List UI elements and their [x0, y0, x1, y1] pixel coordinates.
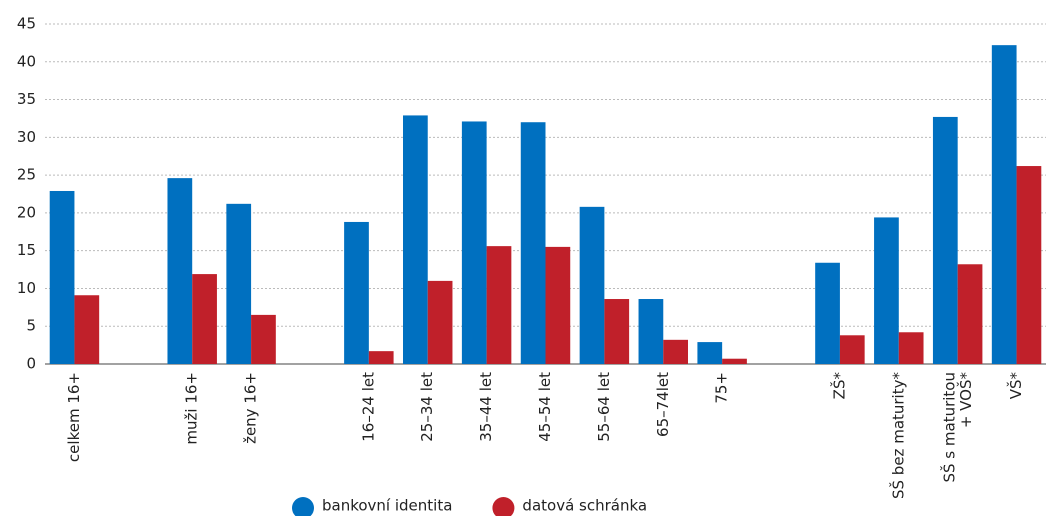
legend-label: bankovní identita [322, 497, 452, 515]
bar [49, 190, 75, 364]
bar [520, 122, 546, 364]
x-tick-label: SŠ s maturitou+ VOŠ* [939, 372, 975, 483]
x-tick-label: 55–64 let [595, 372, 613, 442]
x-tick-label: VŠ* [1006, 372, 1025, 400]
y-tick-label: 45 [17, 15, 36, 33]
y-tick-label: 30 [17, 128, 36, 146]
bar [722, 358, 747, 364]
bar [898, 332, 924, 364]
y-tick-label: 20 [17, 203, 36, 221]
bar [344, 221, 369, 364]
bar [839, 335, 865, 364]
y-tick-label: 15 [17, 241, 36, 259]
bar [957, 264, 983, 364]
bar [192, 274, 217, 364]
bar [604, 299, 630, 364]
legend-swatch [292, 497, 314, 516]
bar [663, 339, 688, 364]
bar [545, 246, 571, 364]
bar [403, 115, 428, 364]
bar [486, 246, 512, 364]
y-tick-label: 25 [17, 166, 36, 184]
bar [226, 203, 252, 364]
bar [74, 295, 100, 364]
x-tick-label: 35–44 let [477, 372, 495, 442]
x-tick-label: 75+ [713, 372, 731, 404]
y-tick-label: 0 [26, 355, 36, 373]
bar [427, 280, 453, 364]
y-tick-label: 35 [17, 90, 36, 108]
bar [251, 314, 276, 364]
x-tick-label: 65–74let [654, 372, 672, 437]
bar [579, 206, 605, 364]
bar [932, 116, 958, 364]
x-tick-label: 45–54 let [536, 372, 554, 442]
y-tick-label: 10 [17, 279, 36, 297]
x-tick-label: ženy 16+ [242, 372, 260, 444]
bar [368, 351, 394, 364]
bar [697, 342, 723, 364]
bar [461, 121, 487, 364]
bar [874, 217, 899, 364]
legend-label: datová schránka [522, 497, 647, 515]
bar [1016, 166, 1042, 364]
bar [167, 178, 193, 364]
x-tick-label: celkem 16+ [65, 372, 83, 462]
bar [991, 45, 1017, 365]
x-tick-label: muži 16+ [183, 372, 201, 445]
x-tick-label: SŠ bez maturity* [888, 372, 907, 499]
x-tick-label: ZŠ* [829, 372, 848, 400]
y-tick-label: 40 [17, 52, 36, 70]
x-tick-label: 25–34 let [418, 372, 436, 442]
x-tick-label: 16–24 let [359, 372, 377, 442]
legend-swatch [492, 497, 515, 516]
bar [815, 262, 840, 364]
y-tick-label: 5 [26, 317, 36, 335]
bar [638, 299, 664, 364]
